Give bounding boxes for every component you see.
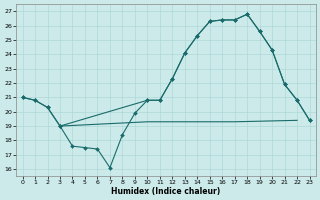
X-axis label: Humidex (Indice chaleur): Humidex (Indice chaleur) xyxy=(111,187,221,196)
